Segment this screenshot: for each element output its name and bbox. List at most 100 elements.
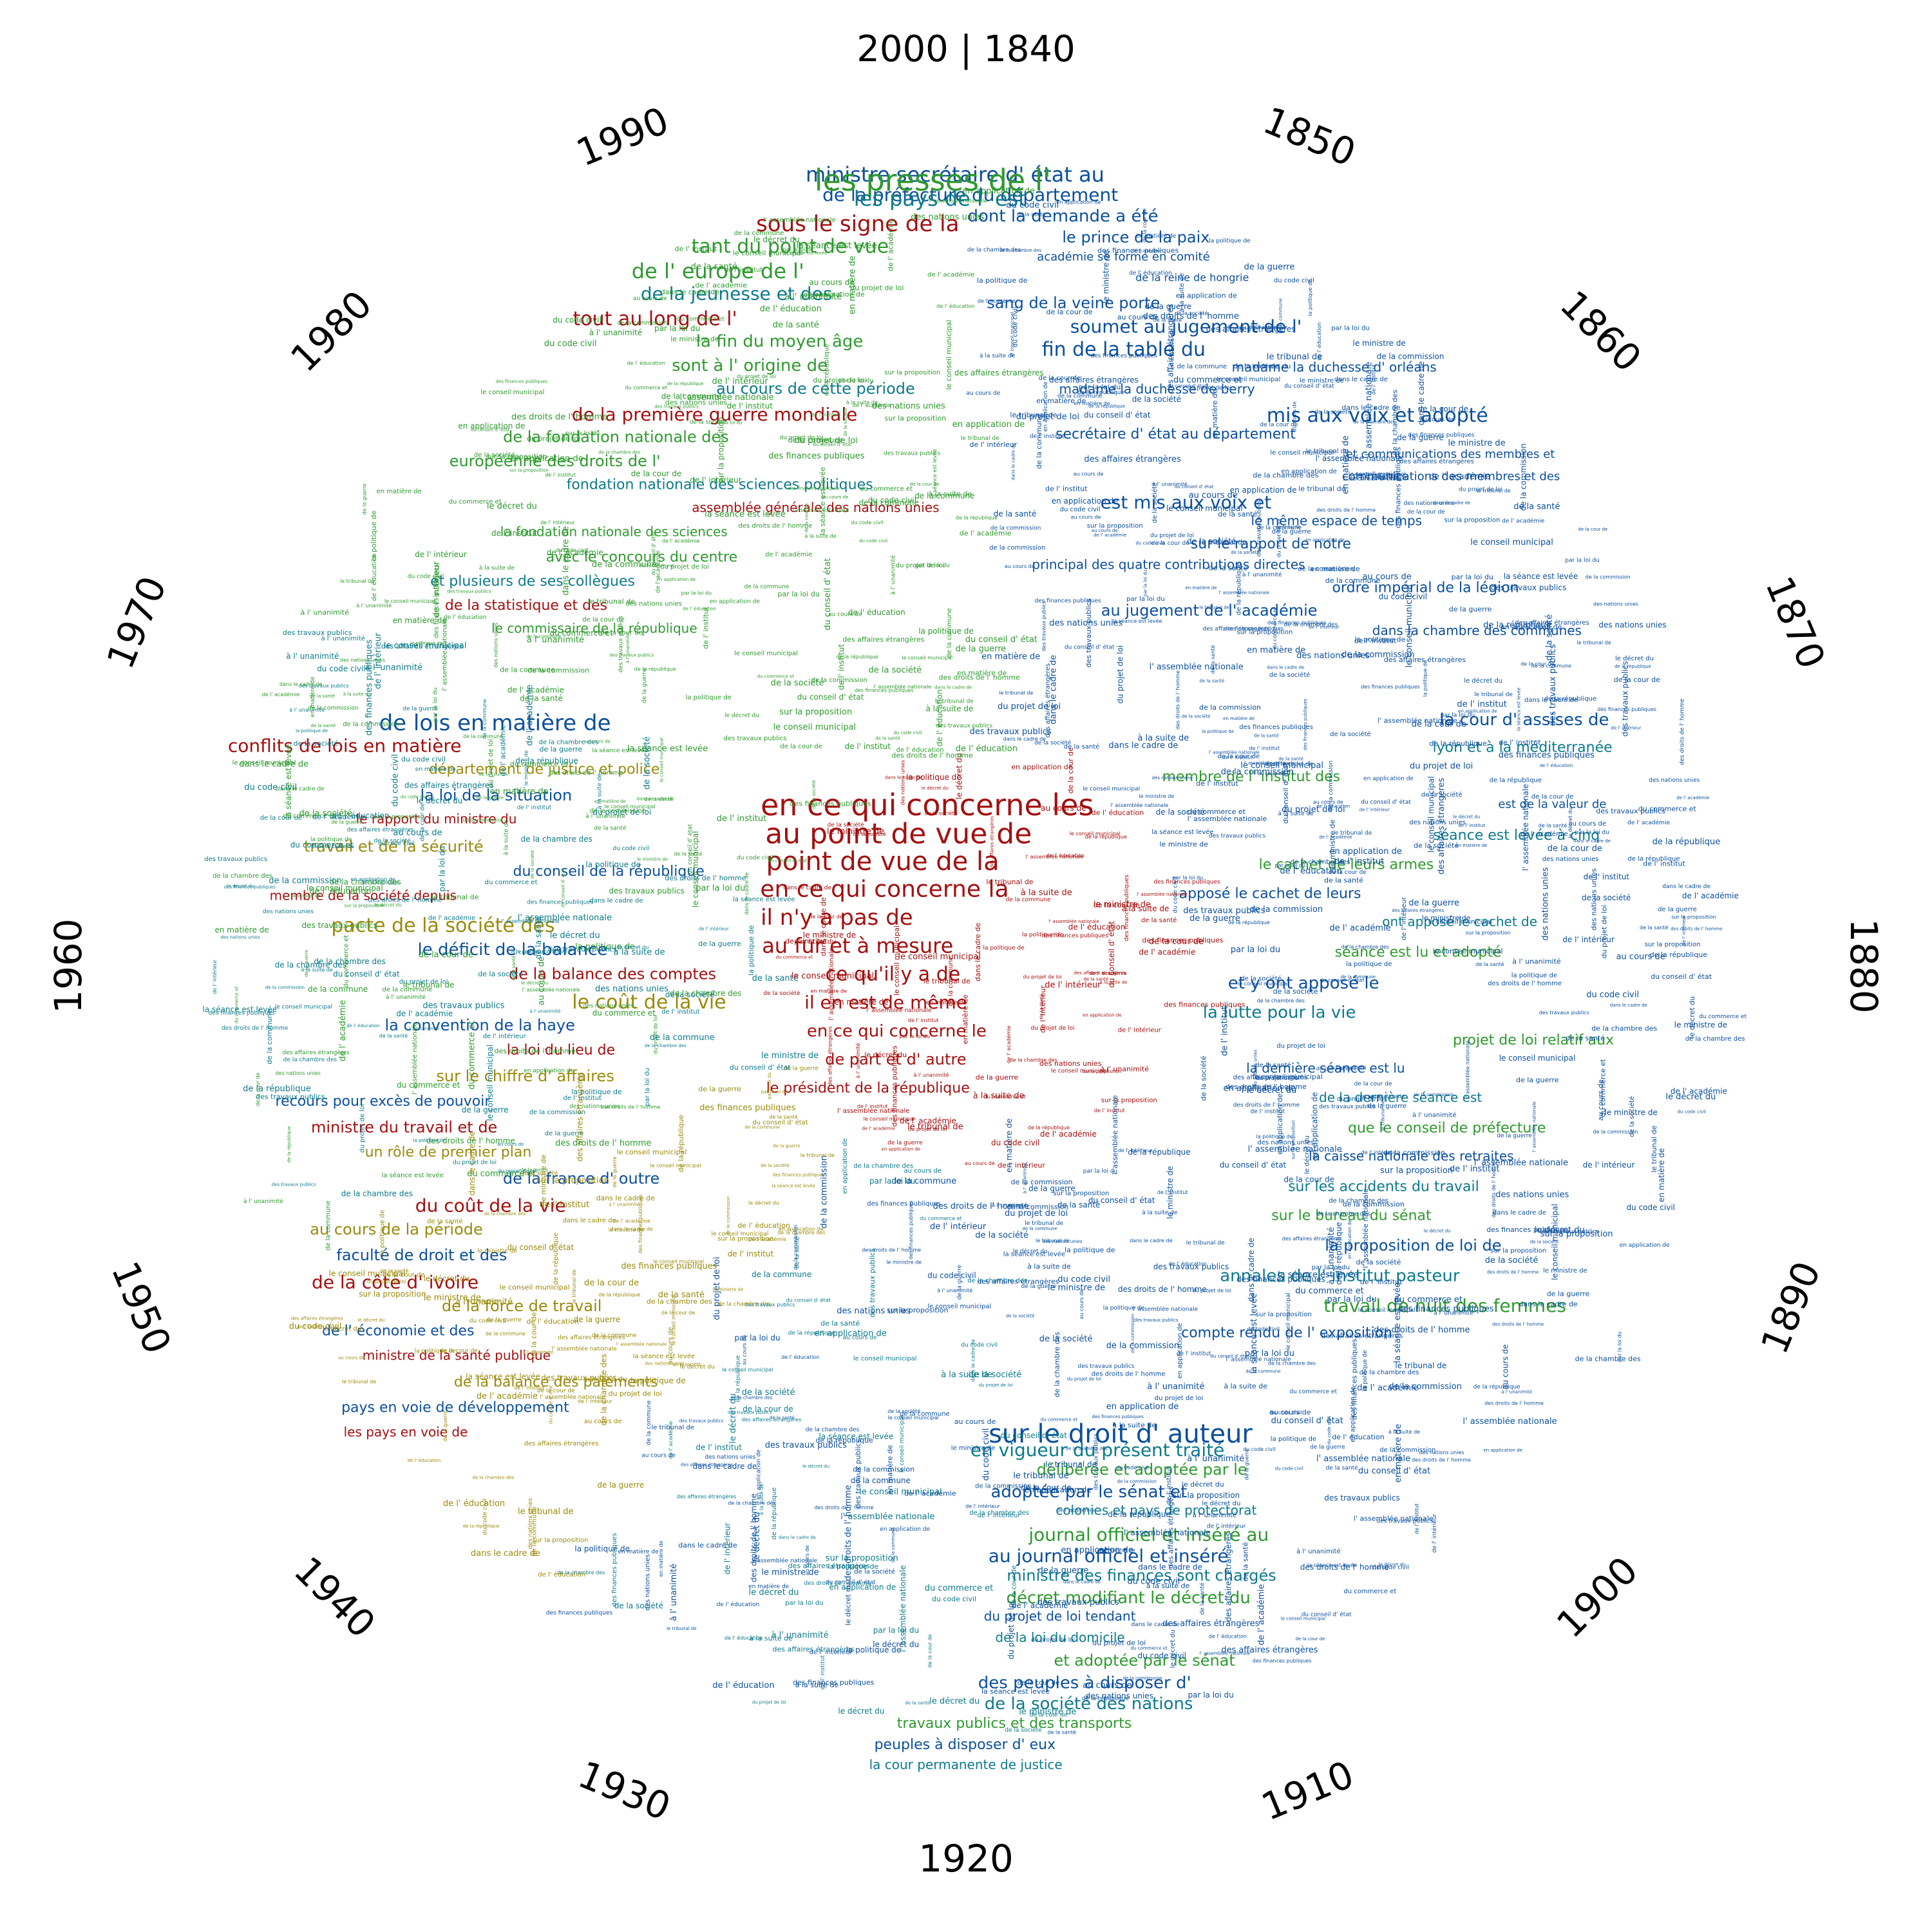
phrase-filler: du commerce et — [550, 629, 614, 638]
phrase-filler: de la république — [677, 1115, 685, 1173]
phrase-filler: le décret du — [873, 1640, 919, 1649]
phrase-filler: de la guerre — [1397, 433, 1444, 442]
phrase-filler: la politique de — [983, 945, 1025, 951]
phrase-filler: du conseil d' état — [823, 558, 833, 630]
phrase-filler: de la guerre — [362, 484, 368, 515]
phrase-filler: des nations unies — [1238, 325, 1278, 330]
phrase-right: la dernière séance est lu — [1246, 1061, 1405, 1076]
phrase-filler: de la commission — [1414, 1092, 1454, 1097]
phrase-filler: le conseil municipal — [500, 1283, 570, 1292]
phrase-filler: le tribunal de — [1306, 448, 1349, 455]
phrase-filler: sur la proposition — [717, 417, 726, 484]
phrase-filler: le décret du — [922, 786, 949, 791]
phrase-filler: de l' intérieur — [1583, 1160, 1635, 1170]
phrase-filler: de la commune — [1177, 363, 1227, 370]
phrase-filler: du projet de loi — [1115, 645, 1124, 704]
phrase-filler: à la suite de — [804, 533, 836, 539]
phrase-filler: des travaux publics — [1094, 1433, 1100, 1490]
phrase-filler: de l' éducation — [1129, 269, 1172, 276]
phrase-filler: de l' académie — [765, 551, 812, 558]
phrase-filler: dans le cadre de — [693, 1462, 757, 1471]
phrase-filler: de l' institut — [837, 644, 846, 690]
phrase-filler: à la suite de — [980, 353, 1016, 359]
year-label-1950: 1950 — [103, 1255, 180, 1359]
phrase-filler: le décret du — [1169, 1629, 1177, 1668]
phrase-filler: de la cour de — [420, 803, 426, 841]
phrase-filler: par la loi du — [1565, 558, 1599, 564]
phrase-filler: le conseil municipal — [605, 804, 656, 810]
phrase-bottom: ministre des finances sont chargés — [1007, 1567, 1276, 1585]
phrase-filler: du conseil d' état — [1107, 921, 1116, 988]
phrase-filler: en application de — [952, 420, 1025, 430]
phrase-filler: du commerce et — [397, 1081, 460, 1090]
phrase-filler: des travaux publics — [1041, 601, 1047, 651]
phrase-filler: au cours de — [1041, 804, 1086, 813]
phrase-filler: par la loi du — [899, 1034, 930, 1039]
phrase-filler: de l' intérieur — [1361, 1149, 1396, 1155]
phrase-filler: des finances publiques — [546, 1610, 613, 1616]
phrase-filler: de l' intérieur — [998, 1161, 1045, 1170]
phrase-top-left: la fin du moyen âge — [696, 332, 864, 352]
phrase-filler: des travaux publics — [1183, 906, 1265, 916]
phrase-filler: des finances publiques — [527, 899, 594, 905]
phrase-filler: le décret du — [680, 1363, 715, 1370]
phrase-filler: à la suite de — [795, 1681, 839, 1689]
phrase-filler: des travaux publics — [283, 629, 352, 637]
phrase-filler: l' assemblée nationale — [1474, 1159, 1568, 1168]
phrase-filler: dans le cadre de — [1063, 1579, 1101, 1584]
phrase-filler: la politique de — [1307, 279, 1313, 316]
phrase-filler: le décret du — [728, 1393, 738, 1443]
phrase-filler: des affaires étrangères — [347, 826, 414, 833]
phrase-top-left: le commissaire de la république — [491, 621, 697, 636]
phrase-filler: du conseil d' état — [1220, 1160, 1287, 1170]
phrase-filler: des affaires étrangères — [1044, 663, 1052, 738]
phrase-filler: des affaires étrangères — [1392, 908, 1444, 913]
phrase-filler: l' assemblée nationale — [1464, 1041, 1471, 1099]
phrase-filler: le décret du — [424, 1274, 470, 1283]
phrase-filler: de la cour de — [255, 1072, 261, 1106]
phrase-filler: en matière de — [415, 766, 457, 773]
phrase-filler: de l' intérieur — [810, 1649, 853, 1656]
phrase-filler: de la commune — [531, 1506, 538, 1557]
phrase-filler: en application de — [1061, 1546, 1133, 1555]
phrase-filler: du conseil d' état — [1320, 976, 1364, 983]
phrase-filler: du commerce et — [1638, 805, 1697, 813]
phrase-filler: du code civil — [469, 1318, 506, 1324]
phrase-filler: au cours de — [1079, 1289, 1084, 1320]
phrase-filler: de la guerre — [1547, 1290, 1590, 1298]
phrase-right-top: de la préfecture du département — [822, 184, 1118, 205]
phrase-filler: en application de — [1083, 1013, 1122, 1018]
phrase-filler: du code civil — [378, 841, 415, 848]
phrase-filler: du conseil d' état — [1168, 383, 1207, 388]
phrase-filler: le conseil municipal — [734, 650, 798, 657]
phrase-filler: de la santé — [644, 795, 672, 802]
phrase-filler: de la chambre des — [557, 1570, 605, 1576]
phrase-filler: de l' institut — [808, 293, 835, 298]
phrase-filler: de la cour de — [1354, 1081, 1392, 1087]
phrase-filler: de la santé — [820, 1319, 860, 1327]
phrase-filler: de la commune — [946, 608, 953, 658]
phrase-filler: de l' éducation — [408, 1458, 441, 1463]
phrase-filler: des nations unies — [1258, 1139, 1314, 1146]
phrase-filler: des travaux publics — [447, 589, 491, 594]
phrase-filler: le tribunal de — [342, 1379, 376, 1385]
phrase-filler: le ministre de — [523, 750, 529, 786]
phrase-filler: en application de — [779, 1226, 823, 1232]
phrase-filler: la politique de — [379, 1210, 386, 1256]
phrase-filler: le tribunal de — [1199, 605, 1229, 611]
phrase-filler: en matière de — [957, 668, 1007, 677]
phrase-filler: de la commission — [1593, 1129, 1638, 1135]
phrase-filler: à la suite de — [1146, 1582, 1190, 1590]
phrase-filler: de la chambre des — [484, 1211, 526, 1217]
phrase-filler: la politique de — [977, 276, 1028, 285]
phrase-filler: de l' éducation — [1046, 852, 1084, 858]
phrase-filler: de la guerre — [1658, 906, 1697, 913]
phrase-filler: dans le cadre de — [744, 872, 750, 914]
phrase-filler: des nations unies — [872, 402, 945, 412]
phrase-right: apposé le cachet de leurs — [1179, 886, 1361, 902]
phrase-filler: des travaux publics — [1596, 807, 1665, 815]
phrase-filler: de la santé — [1209, 645, 1216, 674]
phrase-filler: sur la proposition — [359, 1289, 426, 1298]
phrase-filler: le ministre de — [761, 1051, 819, 1061]
phrase-filler: l' assemblée nationale — [1354, 1515, 1434, 1523]
